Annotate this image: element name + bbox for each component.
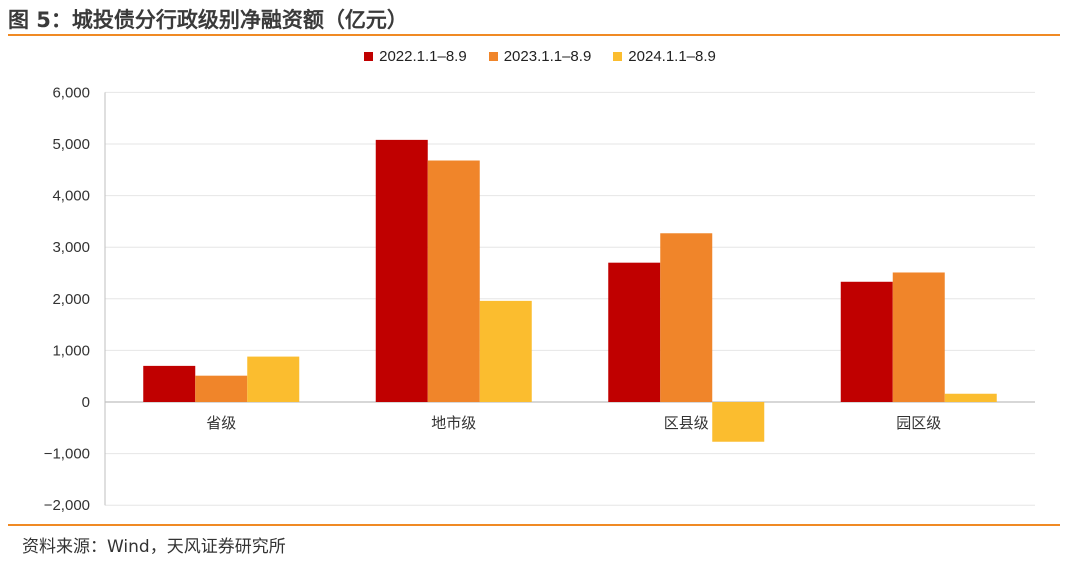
y-tick-label: 3,000 xyxy=(52,239,90,256)
bar xyxy=(375,139,428,402)
bar xyxy=(608,262,661,402)
figure-title: 图 5：城投债分行政级别净融资额（亿元） xyxy=(8,8,408,32)
bar xyxy=(143,365,196,402)
legend-item-2022: 2022.1.1–8.9 xyxy=(364,48,467,65)
y-tick-label: 0 xyxy=(82,394,90,411)
footer-divider xyxy=(8,524,1060,526)
bar xyxy=(892,272,945,402)
x-category-label: 省级 xyxy=(206,414,236,432)
legend-item-2023: 2023.1.1–8.9 xyxy=(488,48,592,65)
y-tick-label: 4,000 xyxy=(52,188,90,205)
bar xyxy=(712,402,765,442)
legend-label-2023: 2023.1.1–8.9 xyxy=(503,48,592,65)
bar xyxy=(195,375,248,402)
header-divider xyxy=(8,34,1060,36)
y-tick-label: 1,000 xyxy=(52,342,90,359)
y-tick-label: 2,000 xyxy=(52,291,90,308)
bar xyxy=(247,356,300,402)
legend-swatch-2023 xyxy=(488,52,498,61)
y-tick-label: 5,000 xyxy=(52,136,90,153)
bar xyxy=(660,233,713,402)
bar xyxy=(944,393,997,402)
bar-chart: 6,000 5,000 4,000 3,000 2,000 1,000 0 −1,000 −2,… xyxy=(44,84,1035,514)
legend-item-2024: 2024.1.1–8.9 xyxy=(613,48,716,65)
y-tick-label: 6,000 xyxy=(52,84,90,101)
y-tick-label: −1,000 xyxy=(44,446,90,463)
legend-swatch-2024 xyxy=(613,52,623,61)
bar xyxy=(479,300,532,402)
x-category-label: 区县级 xyxy=(664,414,709,432)
x-category-label: 园区级 xyxy=(896,414,941,432)
source-note: 资料来源：Wind，天风证券研究所 xyxy=(22,537,286,557)
legend-swatch-2022 xyxy=(364,52,374,61)
legend-label-2024: 2024.1.1–8.9 xyxy=(628,48,716,65)
chart-legend: 2022.1.1–8.9 2023.1.1–8.9 2024.1.1–8.9 xyxy=(0,48,1080,65)
x-category-label: 地市级 xyxy=(431,414,476,432)
bar xyxy=(427,160,480,402)
bar xyxy=(840,281,893,402)
legend-label-2022: 2022.1.1–8.9 xyxy=(379,48,467,65)
y-tick-label: −2,000 xyxy=(44,497,90,514)
